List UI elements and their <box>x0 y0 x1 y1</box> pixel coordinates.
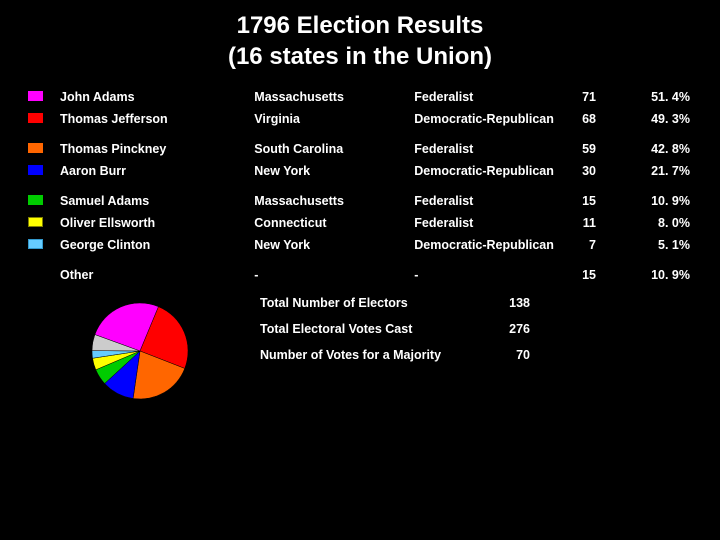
page-title: 1796 Election Results (16 states in the … <box>0 0 720 72</box>
candidate-votes: 59 <box>570 138 616 160</box>
table-row: George ClintonNew YorkDemocratic-Republi… <box>24 234 696 256</box>
candidate-party: Democratic-Republican <box>410 108 570 130</box>
candidate-pct: 10. 9% <box>616 190 696 212</box>
totals-row: Total Electoral Votes Cast276 <box>260 322 690 336</box>
totals-row: Total Number of Electors138 <box>260 296 690 310</box>
swatch-cell <box>24 190 56 212</box>
candidate-party: Democratic-Republican <box>410 160 570 182</box>
candidate-party: Federalist <box>410 190 570 212</box>
color-swatch <box>28 113 43 123</box>
color-swatch <box>28 195 43 205</box>
candidate-votes: 15 <box>570 190 616 212</box>
totals-value: 138 <box>470 296 530 310</box>
totals-block: Total Number of Electors138Total Elector… <box>260 296 690 374</box>
title-line-2: (16 states in the Union) <box>0 41 720 72</box>
candidate-name: Samuel Adams <box>56 190 250 212</box>
candidate-name: Other <box>56 264 250 286</box>
candidate-pct: 10. 9% <box>616 264 696 286</box>
table-row: Thomas JeffersonVirginiaDemocratic-Repub… <box>24 108 696 130</box>
table-row: Other--1510. 9% <box>24 264 696 286</box>
color-swatch <box>28 217 43 227</box>
row-spacer <box>24 182 696 190</box>
candidate-party: - <box>410 264 570 286</box>
candidate-party: Federalist <box>410 138 570 160</box>
candidate-name: Thomas Jefferson <box>56 108 250 130</box>
candidate-name: Thomas Pinckney <box>56 138 250 160</box>
results-table: John AdamsMassachusettsFederalist7151. 4… <box>24 86 696 286</box>
color-swatch <box>28 91 43 101</box>
candidate-pct: 49. 3% <box>616 108 696 130</box>
candidate-votes: 30 <box>570 160 616 182</box>
candidate-party: Federalist <box>410 86 570 108</box>
candidate-name: George Clinton <box>56 234 250 256</box>
candidate-name: John Adams <box>56 86 250 108</box>
color-swatch <box>28 165 43 175</box>
swatch-cell <box>24 264 56 286</box>
candidate-state: Massachusetts <box>250 86 410 108</box>
row-spacer <box>24 256 696 264</box>
candidate-name: Oliver Ellsworth <box>56 212 250 234</box>
swatch-cell <box>24 86 56 108</box>
candidate-state: Massachusetts <box>250 190 410 212</box>
swatch-cell <box>24 212 56 234</box>
candidate-state: Connecticut <box>250 212 410 234</box>
candidate-votes: 71 <box>570 86 616 108</box>
candidate-name: Aaron Burr <box>56 160 250 182</box>
candidate-pct: 51. 4% <box>616 86 696 108</box>
candidate-party: Federalist <box>410 212 570 234</box>
pie-chart <box>80 296 200 406</box>
color-swatch <box>28 143 43 153</box>
totals-value: 70 <box>470 348 530 362</box>
totals-label: Total Number of Electors <box>260 296 470 310</box>
candidate-state: New York <box>250 160 410 182</box>
candidate-party: Democratic-Republican <box>410 234 570 256</box>
swatch-cell <box>24 108 56 130</box>
table-row: Oliver EllsworthConnecticutFederalist118… <box>24 212 696 234</box>
candidate-votes: 7 <box>570 234 616 256</box>
title-line-1: 1796 Election Results <box>0 10 720 41</box>
row-spacer <box>24 130 696 138</box>
swatch-cell <box>24 138 56 160</box>
candidate-pct: 5. 1% <box>616 234 696 256</box>
color-swatch <box>28 239 43 249</box>
candidate-state: South Carolina <box>250 138 410 160</box>
candidate-votes: 68 <box>570 108 616 130</box>
totals-row: Number of Votes for a Majority70 <box>260 348 690 362</box>
table-row: Aaron BurrNew YorkDemocratic-Republican3… <box>24 160 696 182</box>
table-row: Samuel AdamsMassachusettsFederalist1510.… <box>24 190 696 212</box>
candidate-votes: 11 <box>570 212 616 234</box>
table-row: John AdamsMassachusettsFederalist7151. 4… <box>24 86 696 108</box>
candidate-pct: 42. 8% <box>616 138 696 160</box>
table-row: Thomas PinckneySouth CarolinaFederalist5… <box>24 138 696 160</box>
bottom-row: Total Number of Electors138Total Elector… <box>0 286 720 411</box>
totals-label: Number of Votes for a Majority <box>260 348 470 362</box>
candidate-state: - <box>250 264 410 286</box>
swatch-cell <box>24 160 56 182</box>
totals-label: Total Electoral Votes Cast <box>260 322 470 336</box>
candidate-pct: 21. 7% <box>616 160 696 182</box>
swatch-cell <box>24 234 56 256</box>
totals-value: 276 <box>470 322 530 336</box>
pie-chart-holder <box>80 296 260 411</box>
candidate-state: Virginia <box>250 108 410 130</box>
results-table-wrap: John AdamsMassachusettsFederalist7151. 4… <box>0 72 720 286</box>
candidate-state: New York <box>250 234 410 256</box>
candidate-votes: 15 <box>570 264 616 286</box>
candidate-pct: 8. 0% <box>616 212 696 234</box>
